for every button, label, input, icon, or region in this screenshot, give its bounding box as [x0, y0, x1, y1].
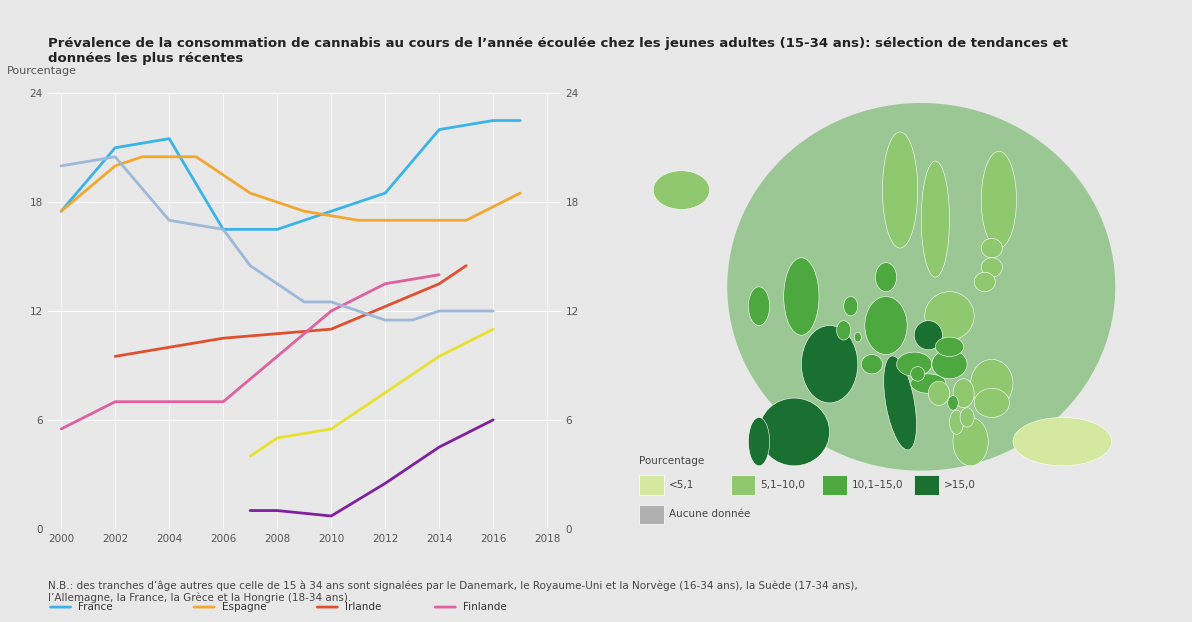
Ellipse shape	[981, 238, 1002, 258]
Bar	[639, 475, 664, 495]
Text: Aucune donnée: Aucune donnée	[669, 509, 750, 519]
Ellipse shape	[759, 398, 830, 466]
Ellipse shape	[929, 381, 950, 406]
Ellipse shape	[1013, 417, 1112, 466]
Text: Espagne: Espagne	[222, 602, 267, 612]
Text: Irlande: Irlande	[346, 602, 381, 612]
Text: Pourcentage: Pourcentage	[7, 66, 76, 76]
Ellipse shape	[932, 350, 967, 379]
Ellipse shape	[911, 374, 946, 393]
Text: <5,1: <5,1	[669, 480, 694, 490]
Ellipse shape	[952, 417, 988, 466]
Ellipse shape	[862, 355, 882, 374]
Ellipse shape	[783, 258, 819, 335]
Ellipse shape	[981, 151, 1017, 248]
Text: 5,1–10,0: 5,1–10,0	[760, 480, 806, 490]
Ellipse shape	[875, 262, 896, 292]
Ellipse shape	[948, 396, 958, 410]
Ellipse shape	[981, 258, 1002, 277]
Bar	[822, 475, 848, 495]
Ellipse shape	[950, 410, 963, 434]
Ellipse shape	[896, 352, 932, 376]
Ellipse shape	[855, 332, 862, 342]
Ellipse shape	[974, 272, 995, 292]
Bar	[731, 475, 756, 495]
Ellipse shape	[974, 388, 1010, 417]
Ellipse shape	[960, 408, 974, 427]
Text: France: France	[79, 602, 113, 612]
Text: N.B.: des tranches d’âge autres que celle de 15 à 34 ans sont signalées par le D: N.B.: des tranches d’âge autres que cell…	[48, 581, 857, 603]
Ellipse shape	[952, 379, 974, 408]
Ellipse shape	[936, 337, 963, 356]
Bar	[914, 475, 939, 495]
Ellipse shape	[801, 325, 858, 403]
Text: >15,0: >15,0	[944, 480, 976, 490]
Ellipse shape	[883, 356, 917, 450]
Ellipse shape	[911, 366, 925, 381]
Ellipse shape	[914, 321, 943, 350]
Ellipse shape	[727, 103, 1116, 471]
Ellipse shape	[882, 132, 918, 248]
Bar	[639, 504, 664, 524]
Ellipse shape	[865, 297, 907, 355]
Text: Prévalence de la consommation de cannabis au cours de l’année écoulée chez les j: Prévalence de la consommation de cannabi…	[48, 37, 1068, 65]
Ellipse shape	[970, 360, 1013, 408]
Ellipse shape	[749, 287, 770, 325]
Ellipse shape	[844, 297, 858, 316]
Ellipse shape	[921, 161, 950, 277]
Text: Finlande: Finlande	[464, 602, 507, 612]
Text: 10,1–15,0: 10,1–15,0	[852, 480, 904, 490]
Ellipse shape	[925, 292, 974, 340]
Ellipse shape	[837, 321, 851, 340]
Text: Pourcentage: Pourcentage	[639, 456, 704, 466]
Ellipse shape	[653, 170, 709, 210]
Ellipse shape	[749, 417, 770, 466]
